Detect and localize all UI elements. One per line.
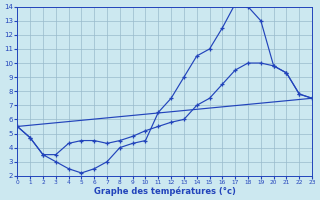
X-axis label: Graphe des températures (°c): Graphe des températures (°c) (94, 186, 236, 196)
